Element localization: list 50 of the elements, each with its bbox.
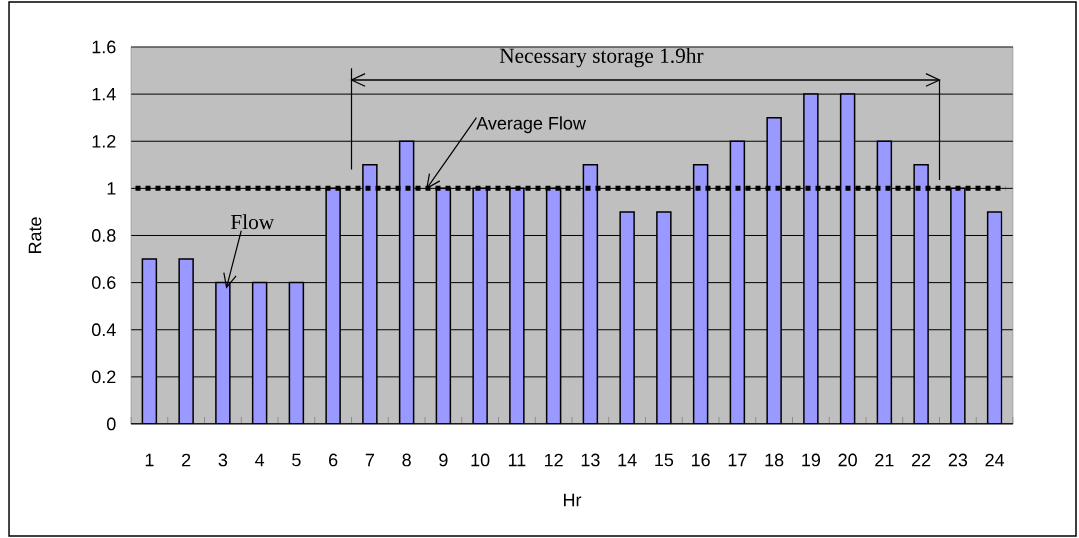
y-tick-label: 0.2 [91, 370, 116, 384]
y-tick-label: 0.4 [91, 323, 116, 337]
bar [436, 188, 451, 424]
x-tick-label: 11 [508, 453, 526, 467]
x-tick-label: 6 [329, 453, 338, 467]
bar [693, 164, 708, 424]
x-tick-label: 21 [875, 453, 894, 467]
x-tick-label: 17 [728, 453, 747, 467]
bar [142, 259, 157, 424]
x-tick-label: 13 [581, 453, 600, 467]
x-tick-label: 20 [838, 453, 857, 467]
x-tick-label: 4 [255, 453, 265, 467]
x-tick-label: 23 [948, 453, 968, 467]
x-tick-label: 3 [218, 453, 228, 467]
x-tick-label: 2 [182, 453, 191, 467]
y-tick-label: 0.6 [91, 276, 116, 289]
y-tick-label: 1.6 [92, 40, 116, 54]
x-tick-label: 24 [985, 453, 1005, 467]
bar [252, 282, 267, 424]
bar [399, 141, 414, 424]
x-tick-label: 15 [655, 453, 674, 467]
annotation: Flow [230, 214, 275, 230]
y-axis-title: Rate [28, 217, 42, 254]
x-tick-label: 14 [618, 453, 637, 467]
y-tick-label: 1.2 [92, 134, 116, 148]
ref-line-label: Average Flow [476, 116, 586, 134]
x-tick-label: 1 [145, 453, 154, 467]
x-tick-label: 9 [439, 453, 448, 467]
bar [730, 141, 745, 424]
y-tick-label: 1.4 [92, 87, 116, 101]
annotation: Necessary storage 1.9hr [499, 47, 704, 68]
x-axis-title: Hr [563, 493, 582, 507]
x-tick-label: 16 [692, 453, 710, 467]
bar [546, 188, 561, 424]
bar [877, 141, 892, 424]
bar [840, 94, 855, 424]
bar [583, 164, 598, 424]
y-tick-label: 1 [107, 182, 116, 195]
x-tick-label: 8 [402, 453, 411, 467]
y-tick-label: 0 [107, 417, 116, 431]
x-tick-label: 22 [912, 453, 931, 467]
x-tick-label: 5 [292, 453, 301, 467]
x-tick-label: 18 [765, 453, 784, 467]
x-tick-label: 12 [545, 453, 563, 467]
x-tick-label: 10 [471, 453, 490, 467]
bar [986, 211, 1003, 424]
y-tick-label: 0.8 [91, 229, 116, 242]
x-tick-label: 7 [365, 453, 374, 467]
x-tick-label: 19 [802, 453, 821, 467]
bar [289, 282, 304, 424]
